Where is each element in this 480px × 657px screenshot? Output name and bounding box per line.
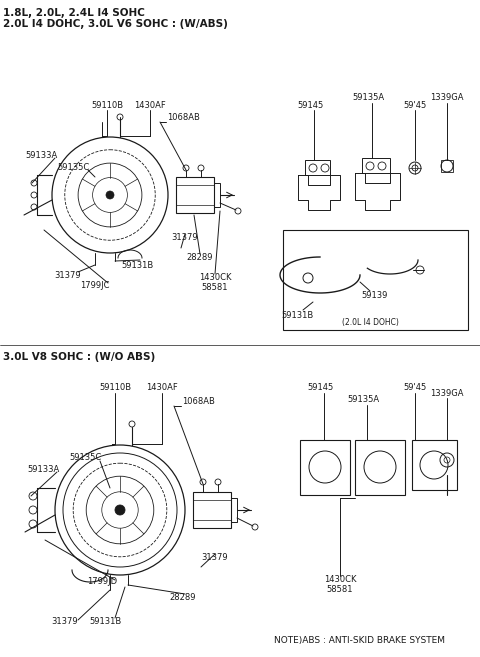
- Text: 59131B: 59131B: [122, 260, 154, 269]
- Text: 1339GA: 1339GA: [430, 388, 464, 397]
- Text: 31379: 31379: [52, 618, 78, 627]
- Circle shape: [115, 505, 125, 515]
- Text: 31379: 31379: [55, 271, 81, 279]
- Text: NOTE)ABS : ANTI-SKID BRAKE SYSTEM: NOTE)ABS : ANTI-SKID BRAKE SYSTEM: [275, 635, 445, 645]
- Bar: [412, 440, 457, 490]
- Text: 1430AF: 1430AF: [146, 384, 178, 392]
- Text: 59145: 59145: [307, 384, 333, 392]
- Text: 1339GA: 1339GA: [430, 93, 464, 102]
- Text: 3.0L V8 SOHC : (W/O ABS): 3.0L V8 SOHC : (W/O ABS): [3, 352, 155, 362]
- Text: 1430CK: 1430CK: [199, 273, 231, 283]
- Bar: [305, 160, 330, 175]
- Bar: [283, 230, 468, 330]
- Text: 59135C: 59135C: [57, 162, 89, 171]
- Text: 28289: 28289: [170, 593, 196, 602]
- Bar: [300, 440, 350, 495]
- Text: 58581: 58581: [202, 284, 228, 292]
- Bar: [193, 492, 231, 528]
- Text: 59110B: 59110B: [99, 384, 131, 392]
- Text: 59110B: 59110B: [91, 101, 123, 110]
- Text: 1430AF: 1430AF: [134, 101, 166, 110]
- Text: 1430CK: 1430CK: [324, 576, 356, 585]
- Bar: [214, 183, 220, 207]
- Text: 59131B: 59131B: [282, 311, 314, 319]
- Text: 59'45: 59'45: [403, 101, 427, 110]
- Text: 1799JD: 1799JD: [87, 578, 117, 587]
- Text: 59135A: 59135A: [347, 396, 379, 405]
- Text: 59135A: 59135A: [352, 93, 384, 102]
- Bar: [176, 177, 214, 213]
- Text: 59'45: 59'45: [403, 384, 427, 392]
- Text: 1068AB: 1068AB: [167, 114, 200, 122]
- Text: 59131B: 59131B: [89, 618, 121, 627]
- Text: 31379: 31379: [172, 233, 198, 242]
- Text: 28289: 28289: [187, 254, 213, 263]
- Text: 1799JC: 1799JC: [80, 281, 110, 290]
- Text: 1068AB: 1068AB: [182, 397, 215, 407]
- Text: 59145: 59145: [297, 101, 323, 110]
- Text: 59133A: 59133A: [26, 150, 58, 160]
- Text: 59135C: 59135C: [69, 453, 101, 463]
- Text: (2.0L I4 DOHC): (2.0L I4 DOHC): [342, 317, 398, 327]
- Text: 58581: 58581: [327, 585, 353, 595]
- Text: 1.8L, 2.0L, 2.4L I4 SOHC: 1.8L, 2.0L, 2.4L I4 SOHC: [3, 8, 145, 18]
- Bar: [362, 158, 390, 173]
- Text: 31379: 31379: [202, 553, 228, 562]
- Text: 2.0L I4 DOHC, 3.0L V6 SOHC : (W/ABS): 2.0L I4 DOHC, 3.0L V6 SOHC : (W/ABS): [3, 19, 228, 29]
- Bar: [355, 440, 405, 495]
- Circle shape: [106, 191, 114, 199]
- Bar: [441, 160, 453, 172]
- Text: 59133A: 59133A: [27, 466, 59, 474]
- Text: 59139: 59139: [362, 290, 388, 300]
- Bar: [231, 498, 237, 522]
